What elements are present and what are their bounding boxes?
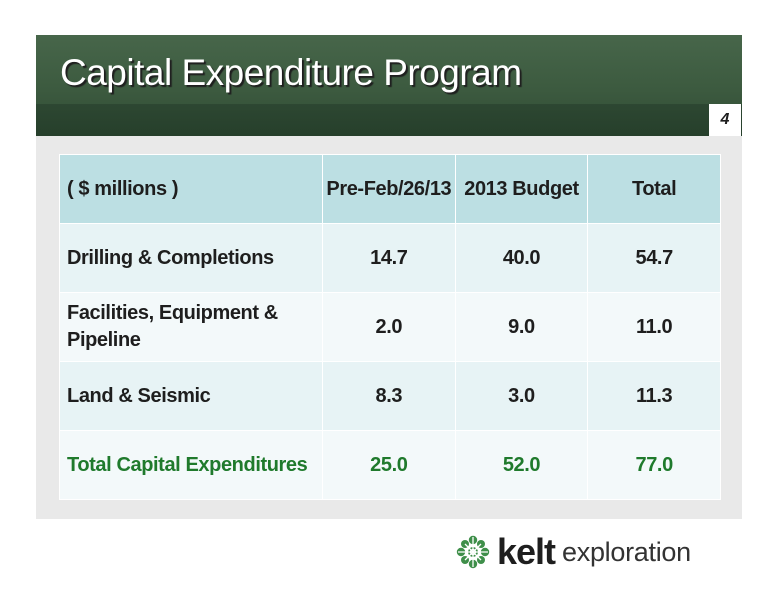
header-total: Total: [587, 154, 721, 224]
total-row: Total Capital Expenditures 25.0 52.0 77.…: [59, 430, 721, 500]
table-header-row: ( $ millions ) Pre-Feb/26/13 2013 Budget…: [59, 154, 721, 224]
cell-total: 11.0: [587, 292, 721, 362]
celtic-knot-icon: [456, 535, 490, 569]
cell-2013-budget: 9.0: [454, 292, 589, 362]
row-label: Drilling & Completions: [59, 223, 323, 293]
cell-2013-budget: 3.0: [454, 361, 589, 431]
cell-2013-budget: 40.0: [454, 223, 589, 293]
cell-pre-feb: 25.0: [322, 430, 456, 500]
cell-pre-feb: 2.0: [322, 292, 456, 362]
logo-wordmark: kelt: [497, 531, 556, 572]
header-pre-feb: Pre-Feb/26/13: [322, 154, 456, 224]
page-number: 4: [709, 104, 741, 136]
title-bar-band: [36, 104, 742, 136]
cell-total: 11.3: [587, 361, 721, 431]
row-label: Land & Seismic: [59, 361, 323, 431]
cell-2013-budget: 52.0: [454, 430, 589, 500]
header-2013-budget: 2013 Budget: [454, 154, 589, 224]
slide-title: Capital Expenditure Program: [60, 52, 522, 93]
cell-total: 54.7: [587, 223, 721, 293]
cell-pre-feb: 8.3: [322, 361, 456, 431]
header-units: ( $ millions ): [59, 154, 323, 224]
logo-suffix: exploration: [562, 537, 691, 567]
table-row: Drilling & Completions 14.7 40.0 54.7: [59, 223, 721, 293]
company-logo: kelt exploration: [455, 528, 720, 576]
cell-pre-feb: 14.7: [322, 223, 456, 293]
table-row: Facilities, Equipment & Pipeline 2.0 9.0…: [59, 292, 721, 362]
table-row: Land & Seismic 8.3 3.0 11.3: [59, 361, 721, 431]
row-label: Total Capital Expenditures: [59, 430, 323, 500]
row-label: Facilities, Equipment & Pipeline: [59, 292, 323, 362]
cell-total: 77.0: [587, 430, 721, 500]
capex-table: ( $ millions ) Pre-Feb/26/13 2013 Budget…: [59, 154, 721, 500]
